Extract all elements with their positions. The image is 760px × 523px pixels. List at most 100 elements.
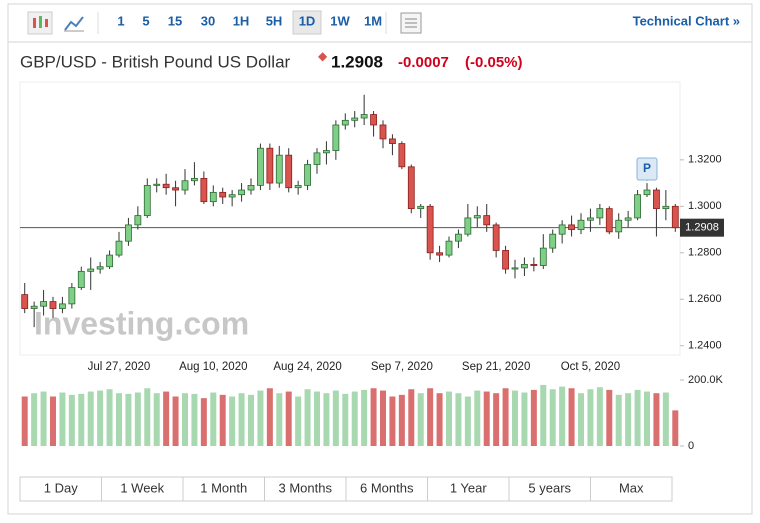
candle-body	[209, 191, 217, 203]
volume-bar	[559, 386, 566, 446]
interval-button[interactable]: 5	[142, 13, 149, 28]
range-button[interactable]: 1 Day	[44, 480, 78, 495]
range-button-bg[interactable]	[182, 476, 265, 502]
candle-body	[96, 266, 104, 270]
candle-body	[49, 301, 57, 309]
candle-body	[181, 180, 189, 191]
range-button-bg[interactable]	[345, 476, 428, 502]
volume-bar	[68, 394, 75, 446]
interval-button[interactable]: 1W	[330, 13, 350, 28]
x-tick-label: Sep 21, 2020	[462, 361, 530, 373]
y-tick-label: 1.2600	[688, 293, 722, 305]
candle-body	[643, 189, 651, 196]
interval-button[interactable]: 15	[168, 13, 182, 28]
candle-body	[323, 150, 330, 154]
volume-bar	[304, 389, 311, 446]
interval-button[interactable]: 30	[201, 13, 215, 28]
volume-bar	[370, 388, 377, 446]
range-button-bg[interactable]	[590, 476, 673, 502]
y-tick-label: 1.2800	[688, 247, 722, 259]
volume-bar	[332, 390, 339, 446]
candle-body	[125, 224, 132, 242]
candle-body	[502, 250, 509, 270]
y-tick-label: 1.3200	[688, 154, 722, 166]
candle-body	[341, 119, 349, 126]
range-button-bg[interactable]	[19, 476, 102, 502]
range-button[interactable]: 3 Months	[279, 480, 333, 495]
volume-bar	[493, 393, 500, 446]
candle-body	[191, 178, 198, 182]
volume-bar	[634, 389, 641, 446]
interval-button[interactable]: 5H	[266, 13, 283, 28]
range-button-bg[interactable]	[508, 476, 591, 502]
technical-chart-link[interactable]: Technical Chart »	[633, 13, 740, 28]
volume-bar	[380, 390, 386, 446]
volume-bar	[229, 396, 236, 446]
volume-bar	[97, 390, 104, 446]
settings-icon[interactable]	[400, 12, 422, 34]
volume-bar	[521, 392, 528, 446]
range-button-bg[interactable]	[264, 476, 347, 502]
candle-body	[379, 124, 387, 140]
candle-body	[87, 268, 95, 272]
candle-body	[492, 224, 500, 251]
volume-bar	[276, 393, 283, 446]
volume-bar	[606, 389, 613, 446]
volume-bar	[266, 388, 273, 446]
interval-button[interactable]: 1	[117, 13, 124, 28]
candle-body	[577, 219, 585, 230]
candle-body	[587, 217, 594, 221]
instrument-name: GBP/USD - British Pound US Dollar	[20, 52, 291, 71]
volume-bar	[549, 389, 556, 446]
volume-bar	[625, 393, 632, 446]
candle-body	[219, 191, 227, 198]
last-price-box	[680, 218, 724, 237]
volume-bar	[50, 396, 56, 446]
volume-bar	[314, 391, 320, 446]
volume-bar	[672, 410, 679, 446]
line-icon[interactable]	[64, 16, 84, 32]
volume-bar	[238, 393, 245, 446]
volume-bar	[351, 391, 358, 446]
range-button[interactable]: 5 years	[528, 480, 571, 495]
candle-body	[634, 194, 641, 219]
range-button-bg[interactable]	[101, 476, 184, 502]
volume-bar	[125, 393, 132, 446]
interval-button[interactable]: 1M	[364, 13, 382, 28]
candle-body	[304, 164, 311, 186]
range-button[interactable]: 1 Year	[450, 480, 488, 495]
candle-body	[389, 138, 396, 144]
volume-bar	[644, 391, 650, 446]
last-price: 1.2908	[331, 52, 383, 71]
candle-body	[511, 267, 519, 270]
interval-button[interactable]: 1D	[299, 13, 316, 28]
x-tick-label: Aug 24, 2020	[273, 361, 341, 373]
marker-label[interactable]: P	[643, 161, 651, 175]
candle-body	[162, 183, 170, 189]
range-button[interactable]: 1 Month	[200, 480, 247, 495]
volume-bar	[578, 393, 584, 446]
volume-bar	[153, 393, 160, 446]
candle-body	[115, 240, 123, 256]
range-button[interactable]: 1 Week	[120, 480, 164, 495]
candle-body	[521, 263, 528, 269]
marker-box[interactable]	[636, 157, 658, 181]
interval-button[interactable]: 1H	[233, 13, 250, 28]
range-button[interactable]: Max	[619, 480, 644, 495]
volume-bar	[182, 393, 188, 446]
plot-border	[19, 81, 681, 356]
volume-bar	[540, 384, 547, 446]
candle-body	[285, 154, 293, 189]
candle-body	[275, 154, 283, 184]
volume-bar	[200, 398, 207, 446]
y-tick-label: 1.2400	[688, 340, 722, 352]
volume-bar	[615, 394, 622, 446]
range-button[interactable]: 6 Months	[360, 480, 414, 495]
candle-body	[134, 215, 142, 226]
volume-bar	[116, 393, 122, 446]
candle-body	[398, 143, 406, 168]
price-change: -0.0007	[398, 54, 449, 71]
volume-bar	[191, 393, 198, 446]
candle-icon[interactable]	[27, 11, 53, 35]
